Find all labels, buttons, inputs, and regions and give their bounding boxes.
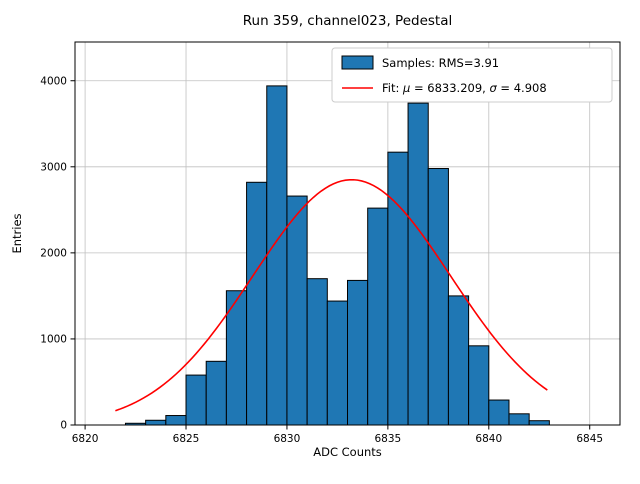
histogram-bar	[185, 374, 207, 426]
histogram-bar	[427, 168, 449, 426]
histogram-bar	[468, 345, 490, 426]
legend-label: Fit: μ = 6833.209, σ = 4.908	[382, 81, 547, 95]
histogram-bar	[205, 360, 227, 426]
legend-box	[331, 47, 613, 103]
histogram-bar	[266, 85, 288, 426]
histogram-bar	[286, 195, 308, 426]
axis-ticks: 6820 6825 6830 6835 6840 6845 0 1000 2000 3000 400…	[40, 75, 603, 445]
fit-curve	[115, 178, 548, 412]
x-tick-label: 6840	[475, 433, 502, 445]
legend: Samples: RMS=3.91 Fit: μ = 6833.209, σ = …	[331, 47, 613, 103]
histogram-bar	[508, 413, 530, 426]
histogram-bar	[488, 399, 510, 426]
histogram-bars	[124, 85, 550, 426]
histogram-bar	[387, 151, 409, 426]
histogram-bar	[306, 278, 328, 426]
x-axis-label: ADC Counts	[313, 445, 382, 459]
histogram-bar	[165, 415, 187, 426]
plot-border	[74, 41, 621, 426]
histogram-bar	[528, 420, 550, 426]
y-tick-label: 0	[60, 420, 67, 432]
chart-title: Run 359, channel023, Pedestal	[243, 13, 453, 29]
y-axis-label: Entries	[10, 213, 24, 253]
legend-swatch-samples	[341, 55, 374, 70]
histogram-bar	[145, 419, 167, 426]
histogram-bar	[407, 102, 429, 426]
x-tick-label: 6835	[375, 433, 402, 445]
x-tick-label: 6830	[274, 433, 301, 445]
legend-label: Samples: RMS=3.91	[382, 56, 499, 70]
histogram-bar	[447, 295, 470, 426]
x-tick-label: 6845	[576, 433, 603, 445]
histogram-bar	[347, 279, 369, 426]
x-tick-label: 6825	[173, 433, 200, 445]
x-tick-label: 6820	[72, 433, 99, 445]
y-tick-label: 3000	[40, 161, 67, 173]
histogram-bar	[326, 300, 349, 426]
y-tick-label: 4000	[40, 75, 67, 87]
y-tick-label: 2000	[40, 247, 67, 259]
histogram-bar	[246, 181, 268, 426]
histogram-bar	[367, 207, 389, 426]
y-tick-label: 1000	[40, 334, 67, 346]
